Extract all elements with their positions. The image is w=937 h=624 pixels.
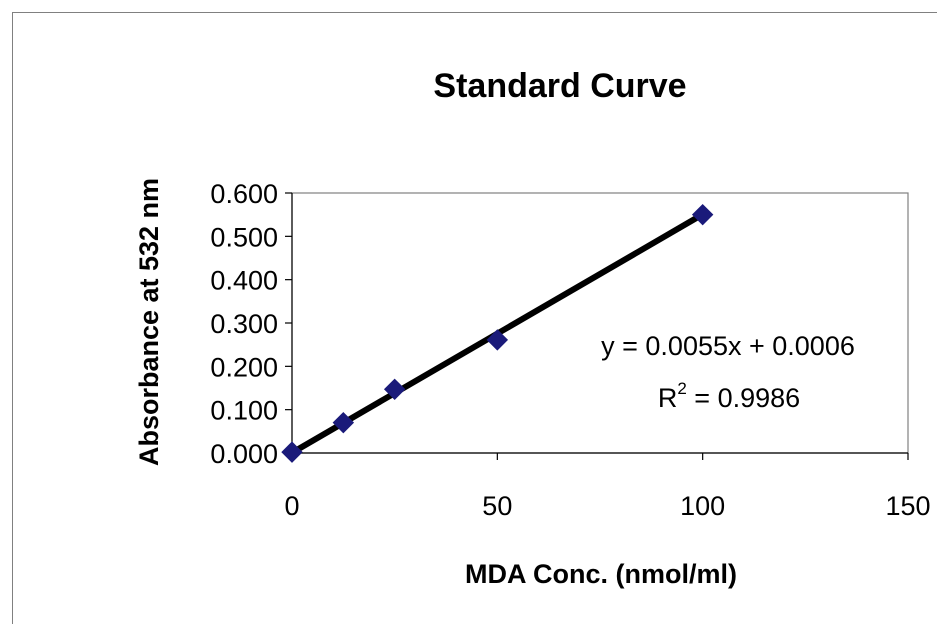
y-tick-label: 0.500 [210,222,278,252]
y-tick-label: 0.000 [210,439,278,469]
x-tick-label: 100 [680,491,725,521]
data-point [486,329,509,351]
chart-title: Standard Curve [433,67,686,105]
r-squared-value: = 0.9986 [687,383,800,413]
x-tick-label: 150 [885,491,930,521]
x-axis-label: MDA Conc. (nmol/ml) [465,559,737,589]
y-tick-label: 0.600 [210,179,278,209]
x-tick-label: 50 [482,491,512,521]
axes [285,192,909,460]
y-tick-label: 0.400 [210,266,278,296]
x-tick-label: 0 [284,491,299,521]
y-tick-label: 0.300 [210,309,278,339]
equation-annotation: y = 0.0055x + 0.0006 [601,331,855,361]
data-points [281,203,714,463]
plot-area [291,192,909,454]
r-squared-exponent: 2 [677,379,686,398]
tick-labels: 0.000 0.100 0.200 0.300 0.400 0.500 0.600 0 50 10… [210,179,930,521]
y-axis-label: Absorbance at 532 nm [134,178,164,466]
r-squared-base: R [658,383,678,413]
y-tick-label: 0.100 [210,396,278,426]
data-point [383,378,406,401]
chart-border [12,12,937,624]
y-tick-label: 0.200 [210,352,278,382]
r-squared-annotation: R2 = 0.9986 [658,379,800,413]
data-point [281,441,303,463]
data-point [332,411,355,434]
data-point [691,203,714,226]
